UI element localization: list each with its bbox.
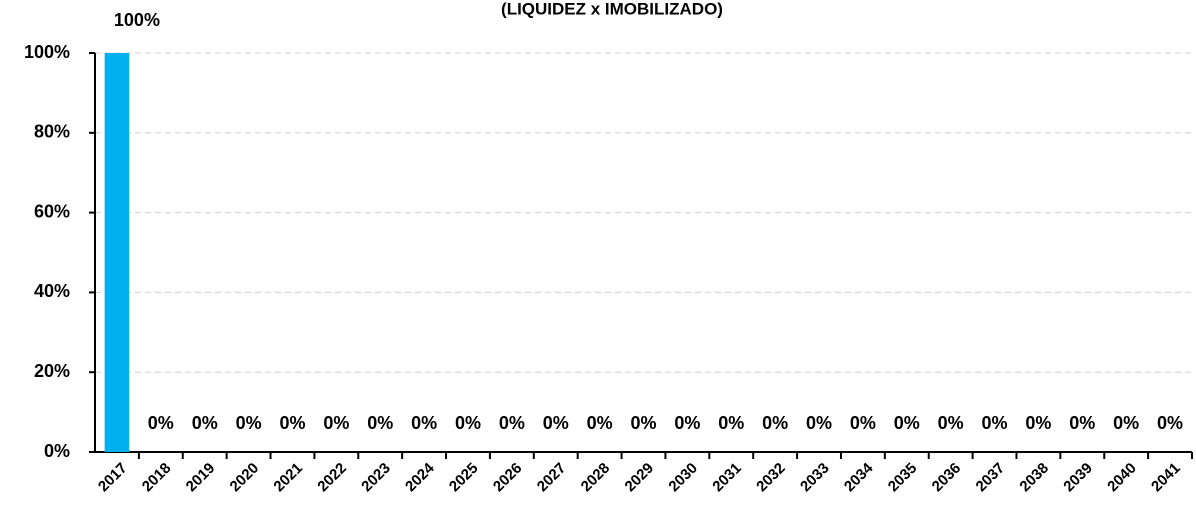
x-tick-label: 2023 bbox=[358, 460, 394, 496]
y-tick-label: 60% bbox=[34, 201, 70, 221]
x-tick-label: 2036 bbox=[929, 460, 965, 496]
value-label: 0% bbox=[367, 413, 393, 433]
value-label: 0% bbox=[674, 413, 700, 433]
value-label: 0% bbox=[499, 413, 525, 433]
y-tick-label: 100% bbox=[24, 42, 70, 62]
value-label: 0% bbox=[192, 413, 218, 433]
x-tick-label: 2017 bbox=[95, 460, 131, 496]
x-tick-label: 2034 bbox=[841, 459, 877, 495]
x-tick-label: 2038 bbox=[1016, 460, 1052, 496]
x-tick-label: 2029 bbox=[622, 460, 658, 496]
x-tick-label: 2031 bbox=[709, 460, 745, 496]
value-label: 0% bbox=[806, 413, 832, 433]
value-label: 0% bbox=[630, 413, 656, 433]
x-tick-label: 2037 bbox=[973, 460, 1009, 496]
x-tick-label: 2040 bbox=[1104, 460, 1140, 496]
x-tick-label: 2028 bbox=[578, 460, 614, 496]
x-tick-label: 2024 bbox=[402, 459, 438, 495]
value-label: 0% bbox=[148, 413, 174, 433]
bar bbox=[104, 53, 130, 452]
value-label: 0% bbox=[762, 413, 788, 433]
value-label: 0% bbox=[1025, 413, 1051, 433]
x-tick-label: 2021 bbox=[270, 460, 306, 496]
x-tick-label: 2019 bbox=[183, 460, 219, 496]
value-label: 0% bbox=[1157, 413, 1183, 433]
y-tick-label: 40% bbox=[34, 281, 70, 301]
value-label: 0% bbox=[236, 413, 262, 433]
value-label: 0% bbox=[1113, 413, 1139, 433]
x-tick-label: 2027 bbox=[534, 460, 570, 496]
x-tick-label: 2030 bbox=[665, 460, 701, 496]
value-label: 100% bbox=[114, 10, 160, 30]
value-label: 0% bbox=[543, 413, 569, 433]
x-tick-label: 2035 bbox=[885, 460, 921, 496]
x-tick-label: 2032 bbox=[753, 460, 789, 496]
x-tick-label: 2022 bbox=[314, 460, 350, 496]
value-label: 0% bbox=[455, 413, 481, 433]
value-label: 0% bbox=[894, 413, 920, 433]
x-tick-label: 2033 bbox=[797, 460, 833, 496]
value-label: 0% bbox=[411, 413, 437, 433]
x-tick-label: 2020 bbox=[227, 460, 263, 496]
x-tick-label: 2018 bbox=[139, 460, 175, 496]
value-label: 0% bbox=[718, 413, 744, 433]
value-label: 0% bbox=[279, 413, 305, 433]
value-label: 0% bbox=[587, 413, 613, 433]
value-label: 0% bbox=[938, 413, 964, 433]
value-label: 0% bbox=[1069, 413, 1095, 433]
y-tick-label: 20% bbox=[34, 361, 70, 381]
y-tick-label: 0% bbox=[44, 441, 70, 461]
x-tick-label: 2041 bbox=[1148, 460, 1184, 496]
x-tick-label: 2026 bbox=[490, 460, 526, 496]
value-label: 0% bbox=[850, 413, 876, 433]
y-tick-label: 80% bbox=[34, 122, 70, 142]
value-label: 0% bbox=[982, 413, 1008, 433]
value-label: 0% bbox=[323, 413, 349, 433]
chart-title: (LIQUIDEZ x IMOBILIZADO) bbox=[501, 0, 723, 18]
x-tick-label: 2025 bbox=[446, 460, 482, 496]
x-tick-label: 2039 bbox=[1060, 460, 1096, 496]
